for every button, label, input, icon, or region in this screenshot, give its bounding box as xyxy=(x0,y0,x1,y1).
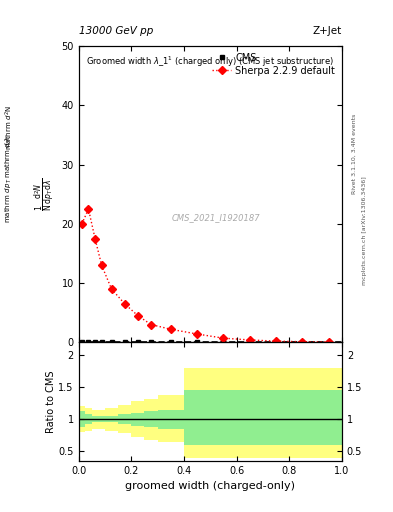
Text: 13000 GeV pp: 13000 GeV pp xyxy=(79,26,153,36)
CMS xyxy=(195,339,200,346)
Text: mathrm $d\,p_T$ mathrm $d\,\lambda$: mathrm $d\,p_T$ mathrm $d\,\lambda$ xyxy=(4,136,14,223)
Y-axis label: Ratio to CMS: Ratio to CMS xyxy=(46,370,55,433)
CMS xyxy=(136,339,140,346)
Text: mathrm $d^2$N: mathrm $d^2$N xyxy=(4,105,15,151)
Sherpa 2.2.9 default xyxy=(248,337,252,343)
CMS xyxy=(326,339,331,346)
Sherpa 2.2.9 default xyxy=(326,339,331,345)
CMS xyxy=(300,339,305,346)
Sherpa 2.2.9 default xyxy=(79,221,84,227)
Sherpa 2.2.9 default xyxy=(195,331,200,337)
Line: CMS: CMS xyxy=(79,340,331,345)
Sherpa 2.2.9 default xyxy=(86,206,91,212)
CMS xyxy=(93,339,97,346)
Sherpa 2.2.9 default xyxy=(300,338,305,345)
Sherpa 2.2.9 default xyxy=(93,236,97,242)
Sherpa 2.2.9 default xyxy=(136,312,140,318)
Sherpa 2.2.9 default xyxy=(99,262,104,268)
CMS xyxy=(86,339,91,346)
CMS xyxy=(149,339,153,346)
CMS xyxy=(274,339,278,346)
CMS xyxy=(221,339,226,346)
CMS xyxy=(109,339,114,346)
Sherpa 2.2.9 default xyxy=(221,335,226,341)
Text: Rivet 3.1.10, 3.4M events: Rivet 3.1.10, 3.4M events xyxy=(352,114,357,194)
CMS xyxy=(168,339,173,346)
Sherpa 2.2.9 default xyxy=(122,301,127,307)
Text: Groomed width $\lambda\_1^1$ (charged only) (CMS jet substructure): Groomed width $\lambda\_1^1$ (charged on… xyxy=(86,55,334,69)
Line: Sherpa 2.2.9 default: Sherpa 2.2.9 default xyxy=(79,206,332,345)
Text: Z+Jet: Z+Jet xyxy=(313,26,342,36)
Sherpa 2.2.9 default xyxy=(109,286,114,292)
Sherpa 2.2.9 default xyxy=(149,322,153,328)
Y-axis label: $\frac{1}{\mathrm{N}}\frac{\mathrm{d}^2N}{\mathrm{d}p_T\,\mathrm{d}\lambda}$: $\frac{1}{\mathrm{N}}\frac{\mathrm{d}^2N… xyxy=(33,178,56,211)
CMS xyxy=(248,339,252,346)
Legend: CMS, Sherpa 2.2.9 default: CMS, Sherpa 2.2.9 default xyxy=(210,51,337,78)
CMS xyxy=(79,339,84,346)
Text: mcplots.cern.ch [arXiv:1306.3436]: mcplots.cern.ch [arXiv:1306.3436] xyxy=(362,176,367,285)
Text: CMS_2021_I1920187: CMS_2021_I1920187 xyxy=(171,214,260,222)
X-axis label: groomed width (charged-only): groomed width (charged-only) xyxy=(125,481,295,491)
Sherpa 2.2.9 default xyxy=(274,338,278,344)
CMS xyxy=(122,339,127,346)
Sherpa 2.2.9 default xyxy=(168,326,173,332)
CMS xyxy=(99,339,104,346)
